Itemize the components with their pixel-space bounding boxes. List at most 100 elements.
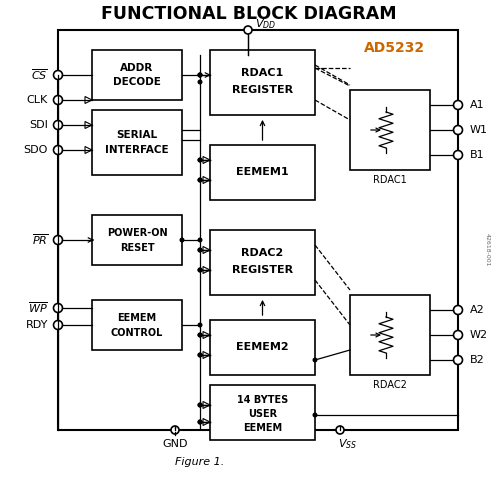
Circle shape bbox=[171, 426, 179, 434]
Circle shape bbox=[336, 426, 344, 434]
Text: EEMEM: EEMEM bbox=[243, 423, 282, 433]
Text: EEMEM: EEMEM bbox=[117, 313, 157, 323]
Circle shape bbox=[454, 305, 463, 314]
Text: SDI: SDI bbox=[29, 120, 48, 130]
Circle shape bbox=[198, 403, 203, 408]
Circle shape bbox=[312, 412, 317, 418]
Circle shape bbox=[198, 420, 203, 424]
Text: $\overline{WP}$: $\overline{WP}$ bbox=[28, 300, 48, 315]
Polygon shape bbox=[85, 96, 92, 104]
Circle shape bbox=[198, 238, 203, 242]
Circle shape bbox=[198, 323, 203, 327]
Circle shape bbox=[198, 352, 203, 358]
Circle shape bbox=[53, 236, 62, 244]
Circle shape bbox=[312, 358, 317, 362]
Circle shape bbox=[198, 157, 203, 163]
Circle shape bbox=[53, 303, 62, 312]
Bar bbox=[210, 145, 315, 200]
Text: RDAC1: RDAC1 bbox=[242, 68, 283, 78]
Text: SERIAL: SERIAL bbox=[116, 130, 158, 140]
Bar bbox=[210, 50, 315, 115]
Text: W2: W2 bbox=[470, 330, 488, 340]
Circle shape bbox=[198, 403, 203, 408]
Circle shape bbox=[198, 267, 203, 273]
Text: A1: A1 bbox=[470, 100, 485, 110]
Circle shape bbox=[53, 71, 62, 80]
Bar bbox=[58, 30, 458, 430]
Polygon shape bbox=[203, 351, 210, 359]
Text: 42618-001: 42618-001 bbox=[485, 233, 490, 267]
Circle shape bbox=[53, 321, 62, 329]
Polygon shape bbox=[203, 156, 210, 164]
Text: POWER-ON: POWER-ON bbox=[107, 228, 167, 238]
Circle shape bbox=[198, 72, 203, 77]
Text: 14 BYTES: 14 BYTES bbox=[237, 395, 288, 405]
Text: SDO: SDO bbox=[23, 145, 48, 155]
Circle shape bbox=[454, 125, 463, 134]
Circle shape bbox=[198, 267, 203, 273]
Circle shape bbox=[180, 238, 185, 242]
Bar bbox=[92, 110, 182, 175]
Text: EEMEM2: EEMEM2 bbox=[236, 342, 289, 352]
Bar bbox=[350, 90, 430, 170]
Polygon shape bbox=[203, 266, 210, 274]
Text: $V_{SS}$: $V_{SS}$ bbox=[338, 437, 358, 451]
Circle shape bbox=[198, 72, 203, 77]
Text: DECODE: DECODE bbox=[113, 77, 161, 87]
Circle shape bbox=[198, 80, 203, 84]
Circle shape bbox=[198, 333, 203, 337]
Polygon shape bbox=[203, 332, 210, 338]
Text: CONTROL: CONTROL bbox=[111, 328, 163, 338]
Text: RDY: RDY bbox=[25, 320, 48, 330]
Bar bbox=[92, 215, 182, 265]
Circle shape bbox=[53, 145, 62, 155]
Polygon shape bbox=[203, 401, 210, 408]
Bar bbox=[92, 50, 182, 100]
Polygon shape bbox=[85, 146, 92, 154]
Text: W1: W1 bbox=[470, 125, 488, 135]
Text: B1: B1 bbox=[470, 150, 485, 160]
Polygon shape bbox=[203, 177, 210, 183]
Circle shape bbox=[454, 151, 463, 159]
Text: INTERFACE: INTERFACE bbox=[105, 145, 169, 155]
Bar bbox=[350, 295, 430, 375]
Circle shape bbox=[198, 248, 203, 252]
Bar bbox=[92, 300, 182, 350]
Circle shape bbox=[244, 26, 252, 34]
Circle shape bbox=[53, 96, 62, 105]
Text: $V_{DD}$: $V_{DD}$ bbox=[255, 17, 276, 31]
Text: RESET: RESET bbox=[120, 243, 154, 253]
Text: B2: B2 bbox=[470, 355, 485, 365]
Text: Figure 1.: Figure 1. bbox=[175, 457, 225, 467]
Circle shape bbox=[53, 120, 62, 130]
Polygon shape bbox=[203, 247, 210, 253]
Circle shape bbox=[454, 100, 463, 109]
Bar bbox=[210, 320, 315, 375]
Circle shape bbox=[198, 178, 203, 182]
Text: ADDR: ADDR bbox=[120, 63, 154, 73]
Text: EEMEM1: EEMEM1 bbox=[236, 167, 289, 177]
Circle shape bbox=[198, 178, 203, 182]
Polygon shape bbox=[85, 121, 92, 129]
Circle shape bbox=[198, 248, 203, 252]
Text: REGISTER: REGISTER bbox=[232, 265, 293, 275]
Circle shape bbox=[198, 157, 203, 163]
Polygon shape bbox=[203, 419, 210, 425]
Circle shape bbox=[198, 352, 203, 358]
Text: AD5232: AD5232 bbox=[364, 41, 426, 55]
Bar bbox=[210, 230, 315, 295]
Text: RDAC2: RDAC2 bbox=[242, 248, 283, 258]
Text: CLK: CLK bbox=[27, 95, 48, 105]
Text: USER: USER bbox=[248, 409, 277, 419]
Circle shape bbox=[198, 420, 203, 424]
Text: REGISTER: REGISTER bbox=[232, 85, 293, 95]
Circle shape bbox=[198, 72, 203, 77]
Text: $\overline{CS}$: $\overline{CS}$ bbox=[31, 68, 48, 82]
Text: RDAC1: RDAC1 bbox=[373, 175, 407, 185]
Circle shape bbox=[454, 356, 463, 364]
Bar bbox=[210, 385, 315, 440]
Text: A2: A2 bbox=[470, 305, 485, 315]
Circle shape bbox=[198, 333, 203, 337]
Circle shape bbox=[454, 331, 463, 339]
Text: $\overline{PR}$: $\overline{PR}$ bbox=[31, 233, 48, 247]
